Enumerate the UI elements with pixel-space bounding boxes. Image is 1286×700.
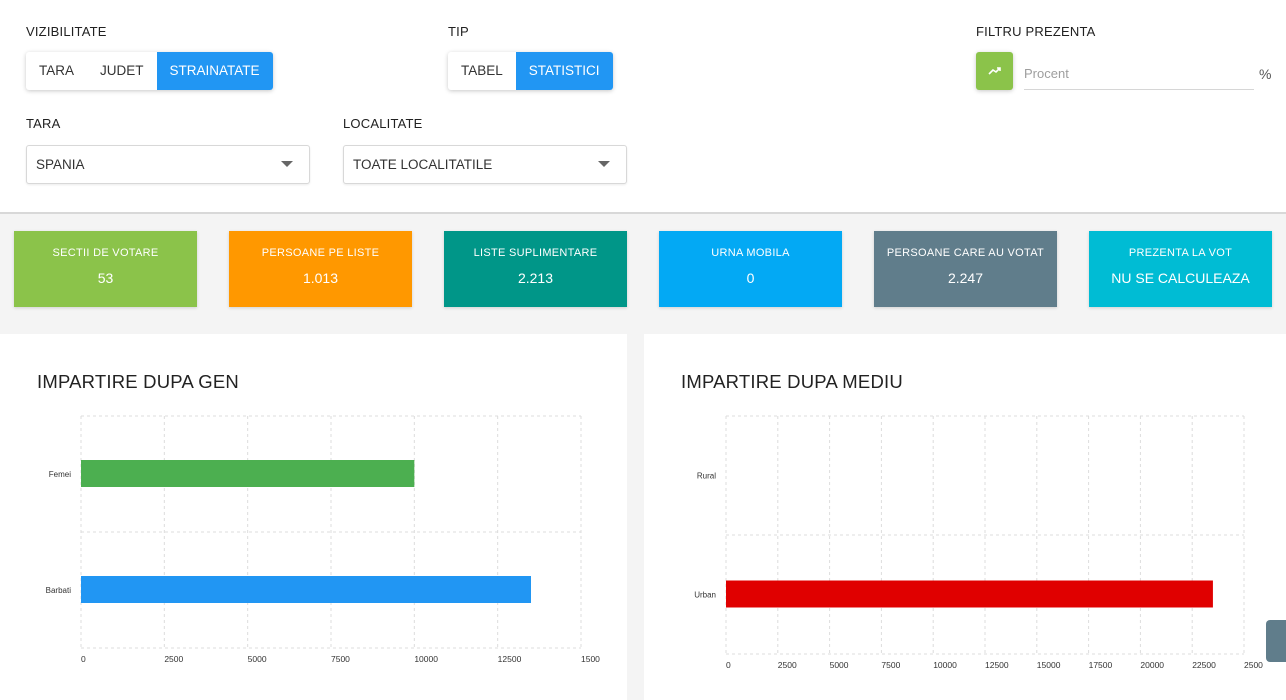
stat-title: LISTE SUPLIMENTARE bbox=[473, 247, 598, 259]
stat-card-liste-suplimentare: LISTE SUPLIMENTARE 2.213 bbox=[444, 231, 627, 307]
tara-select-value: SPANIA bbox=[36, 157, 85, 172]
x-tick-label: 12500 bbox=[498, 654, 522, 664]
x-tick-label: 12500 bbox=[985, 660, 1009, 670]
mediu-bar-chart: 0 2500 5000 7500 10000 12500 15000 17500 20000 22… bbox=[694, 415, 1263, 670]
x-tick-label: 22500 bbox=[1192, 660, 1216, 670]
stat-title: PERSOANE PE LISTE bbox=[261, 247, 380, 259]
stat-value: 0 bbox=[746, 270, 755, 286]
stat-card-prezenta: PREZENTA LA VOT NU SE CALCULEAZA bbox=[1089, 231, 1272, 307]
vizibilitate-button-group: TARA JUDET STRAINATATE bbox=[26, 52, 273, 90]
mediu-chart-title: IMPARTIRE DUPA MEDIU bbox=[681, 371, 903, 392]
procent-input[interactable] bbox=[1024, 58, 1254, 90]
trending-up-button[interactable] bbox=[976, 52, 1013, 90]
stat-value: 2.247 bbox=[947, 270, 984, 286]
vizibilitate-judet-button[interactable]: JUDET bbox=[100, 63, 144, 78]
y-category-label: Barbati bbox=[46, 586, 72, 595]
caret-down-icon bbox=[281, 161, 293, 167]
gen-chart-title: IMPARTIRE DUPA GEN bbox=[37, 371, 239, 392]
x-tick-label: 10000 bbox=[933, 660, 957, 670]
stat-title: PERSOANE CARE AU VOTAT bbox=[886, 247, 1045, 259]
x-tick-label: 7500 bbox=[881, 660, 900, 670]
stat-title: URNA MOBILA bbox=[711, 247, 790, 259]
x-tick-label: 0 bbox=[726, 660, 731, 670]
x-tick-label: 2500 bbox=[164, 654, 183, 664]
stat-card-au-votat: PERSOANE CARE AU VOTAT 2.247 bbox=[874, 231, 1057, 307]
tip-label: TIP bbox=[448, 24, 469, 39]
stat-value: NU SE CALCULEAZA bbox=[1111, 270, 1250, 286]
vizibilitate-strainatate-button[interactable]: STRAINATATE bbox=[156, 52, 273, 90]
bar bbox=[81, 460, 415, 487]
x-tick-label: 5000 bbox=[248, 654, 267, 664]
localitate-select-value: TOATE LOCALITATILE bbox=[353, 157, 493, 172]
percent-unit: % bbox=[1259, 66, 1272, 82]
x-tick-label: 5000 bbox=[830, 660, 849, 670]
gen-bar-chart: 0 2500 5000 7500 10000 12500 1500 Femei Barbati bbox=[46, 415, 600, 664]
x-tick-label: 0 bbox=[81, 654, 86, 664]
tara-select[interactable]: SPANIA bbox=[26, 145, 310, 184]
x-tick-label: 1500 bbox=[581, 654, 600, 664]
filters-panel: VIZIBILITATE TARA JUDET STRAINATATE TIP … bbox=[0, 0, 1286, 214]
x-tick-label: 20000 bbox=[1140, 660, 1164, 670]
vizibilitate-tara-button[interactable]: TARA bbox=[39, 63, 75, 78]
localitate-label: LOCALITATE bbox=[343, 116, 423, 131]
y-category-label: Urban bbox=[694, 591, 716, 600]
stat-title: PREZENTA LA VOT bbox=[1128, 247, 1233, 259]
stat-title: SECTII DE VOTARE bbox=[52, 247, 159, 259]
tip-button-group: TABEL STATISTICI bbox=[448, 52, 613, 90]
vizibilitate-label: VIZIBILITATE bbox=[26, 24, 107, 39]
stat-card-sectii: SECTII DE VOTARE 53 bbox=[14, 231, 197, 307]
y-category-label: Rural bbox=[697, 472, 716, 481]
stat-card-urna-mobila: URNA MOBILA 0 bbox=[659, 231, 842, 307]
localitate-select[interactable]: TOATE LOCALITATILE bbox=[343, 145, 627, 184]
trending-up-icon bbox=[987, 67, 1001, 75]
stat-value: 2.213 bbox=[517, 270, 554, 286]
stat-card-persoane-liste: PERSOANE PE LISTE 1.013 bbox=[229, 231, 412, 307]
tip-tabel-button[interactable]: TABEL bbox=[461, 63, 503, 78]
x-tick-label: 17500 bbox=[1089, 660, 1113, 670]
x-tick-label: 2500 bbox=[1244, 660, 1263, 670]
bar bbox=[81, 576, 531, 603]
caret-down-icon bbox=[598, 161, 610, 167]
bar bbox=[726, 580, 1213, 608]
mediu-chart-panel: IMPARTIRE DUPA MEDIU 0 2500 5000 7500 10000 1… bbox=[644, 334, 1286, 700]
x-tick-label: 2500 bbox=[778, 660, 797, 670]
y-category-label: Femei bbox=[49, 470, 71, 479]
stat-value: 53 bbox=[97, 270, 114, 286]
x-tick-label: 7500 bbox=[331, 654, 350, 664]
tip-statistici-button[interactable]: STATISTICI bbox=[515, 52, 613, 90]
x-tick-label: 15000 bbox=[1037, 660, 1061, 670]
feedback-button[interactable] bbox=[1266, 620, 1286, 662]
tara-label: TARA bbox=[26, 116, 61, 131]
x-tick-label: 10000 bbox=[414, 654, 438, 664]
stat-value: 1.013 bbox=[302, 270, 339, 286]
gen-chart-panel: IMPARTIRE DUPA GEN 0 2500 5000 7500 10000 125… bbox=[0, 334, 627, 700]
filtru-prezenta-label: FILTRU PREZENTA bbox=[976, 24, 1096, 39]
